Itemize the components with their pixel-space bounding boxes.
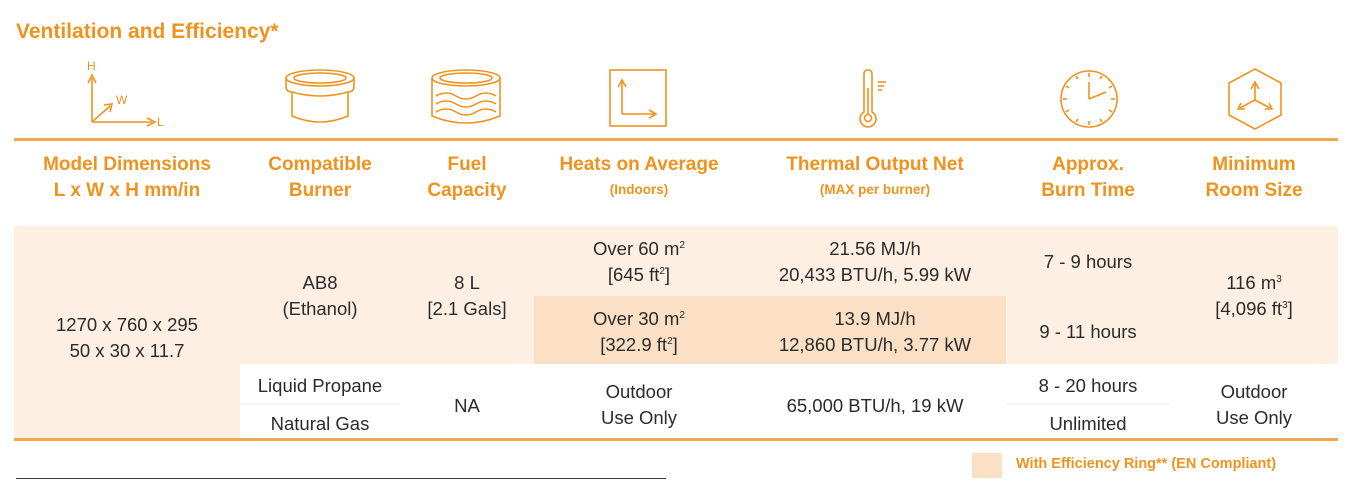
header-room-line2: Room Size [1205, 180, 1303, 201]
room-area-icon [609, 69, 667, 127]
header-room-line1: Minimum [1212, 154, 1296, 175]
burn-time-lower-band [1006, 296, 1170, 364]
cube-room-icon [1228, 68, 1282, 130]
ring-thermal-btu: 12,860 BTU/h, 3.77 kW [778, 334, 972, 355]
header-thermal-line1: Thermal Output Net [786, 154, 964, 175]
ethanol-room-cell: 116 m3 [4,096 ft3] [1170, 270, 1338, 322]
ethanol-fuel-cell: 8 L [2.1 Gals] [400, 270, 534, 322]
header-dimensions-line2: L x W x H mm/in [53, 180, 201, 201]
header-fuel-line2: Capacity [427, 180, 507, 201]
header-thermal: Thermal Output Net (MAX per burner) [744, 152, 1006, 202]
gas-room-cell: Outdoor Use Only [1170, 379, 1338, 431]
gas-room-line1: Outdoor [1220, 381, 1288, 402]
header-room: Minimum Room Size [1170, 152, 1338, 204]
ethanol-burner-model: AB8 [302, 272, 338, 293]
ethanol-room-ft3: [4,096 ft3] [1215, 298, 1293, 319]
ethanol-fuel-liters: 8 L [454, 272, 480, 293]
gas-row-separator-time [1006, 403, 1170, 405]
burn-time-propane: 8 - 20 hours [1038, 375, 1138, 396]
header-dimensions: Model Dimensions L x W x H mm/in [14, 152, 240, 204]
dimensions-in: 50 x 30 x 11.7 [69, 340, 185, 361]
ring-heats-ft2: [322.9 ft2] [600, 334, 678, 355]
ethanol-burner-type: (Ethanol) [282, 298, 358, 319]
burner-icon [285, 69, 355, 123]
header-dimensions-line1: Model Dimensions [43, 154, 211, 175]
header-burner-line1: Compatible [268, 154, 372, 175]
dimensions-cell: 1270 x 760 x 295 50 x 30 x 11.7 [14, 312, 240, 364]
header-burner-line2: Burner [288, 180, 352, 201]
header-heats-sub: (Indoors) [609, 182, 669, 197]
gas-thermal-output: 65,000 BTU/h, 19 kW [786, 395, 964, 416]
header-fuel: Fuel Capacity [400, 152, 534, 204]
ethanol-fuel-gallons: [2.1 Gals] [427, 298, 507, 319]
header-thermal-sub: (MAX per burner) [819, 182, 931, 197]
standard-heats-ft2: [645 ft2] [607, 264, 671, 285]
ring-thermal-mj: 13.9 MJ/h [834, 308, 916, 329]
standard-thermal-mj: 21.56 MJ/h [829, 238, 921, 259]
header-heats-line1: Heats on Average [559, 154, 719, 175]
header-burner: Compatible Burner [240, 152, 400, 204]
gas-row-separator-burner [240, 403, 400, 405]
table-rule-bottom [14, 438, 1338, 441]
standard-thermal-cell: 21.56 MJ/h 20,433 BTU/h, 5.99 kW [744, 236, 1006, 288]
axis-w-label: W [116, 93, 128, 107]
standard-heats-cell: Over 60 m2 [645 ft2] [534, 236, 744, 288]
ring-thermal-cell: 13.9 MJ/h 12,860 BTU/h, 3.77 kW [744, 306, 1006, 358]
legend-swatch [972, 453, 1002, 478]
dimensions-axes-icon: H W L [87, 59, 164, 129]
footnote-divider [16, 478, 666, 479]
header-burn-time-line2: Burn Time [1041, 180, 1135, 201]
gas-heats-line2: Use Only [600, 407, 678, 428]
standard-burn-time: 7 - 9 hours [1043, 251, 1133, 272]
header-heats: Heats on Average (Indoors) [534, 152, 744, 202]
header-burn-time: Approx. Burn Time [1006, 152, 1170, 204]
burner-natural-gas: Natural Gas [270, 413, 370, 434]
gas-heats-line1: Outdoor [605, 381, 673, 402]
axis-l-label: L [157, 115, 164, 129]
header-fuel-line1: Fuel [447, 154, 487, 175]
burn-time-natural-gas: Unlimited [1049, 413, 1127, 434]
ring-heats-cell: Over 30 m2 [322.9 ft2] [534, 306, 744, 358]
ethanol-room-m3: 116 m3 [1226, 272, 1282, 293]
ethanol-burner-cell: AB8 (Ethanol) [240, 270, 400, 322]
fuel-tank-icon [431, 69, 501, 124]
dimensions-mm: 1270 x 760 x 295 [56, 314, 198, 335]
axis-h-label: H [87, 59, 96, 73]
standard-thermal-btu: 20,433 BTU/h, 5.99 kW [778, 264, 972, 285]
clock-icon [1060, 70, 1118, 128]
ring-heats-m2: Over 30 m2 [593, 308, 685, 329]
section-title: Ventilation and Efficiency* [16, 20, 279, 43]
standard-heats-m2: Over 60 m2 [593, 238, 685, 259]
burner-liquid-propane: Liquid Propane [257, 375, 383, 396]
gas-room-line2: Use Only [1215, 407, 1293, 428]
efficiency-ring-highlight [534, 296, 1006, 364]
ring-burn-time: 9 - 11 hours [1039, 321, 1137, 342]
gas-heats-cell: Outdoor Use Only [534, 379, 744, 431]
gas-fuel-capacity: NA [454, 395, 480, 416]
legend-label: With Efficiency Ring** (EN Compliant) [1016, 456, 1277, 472]
header-burn-time-line1: Approx. [1052, 154, 1124, 175]
header-rule-top [14, 138, 1338, 141]
thermometer-icon [859, 69, 886, 128]
dimensions-lower-band [14, 364, 240, 438]
